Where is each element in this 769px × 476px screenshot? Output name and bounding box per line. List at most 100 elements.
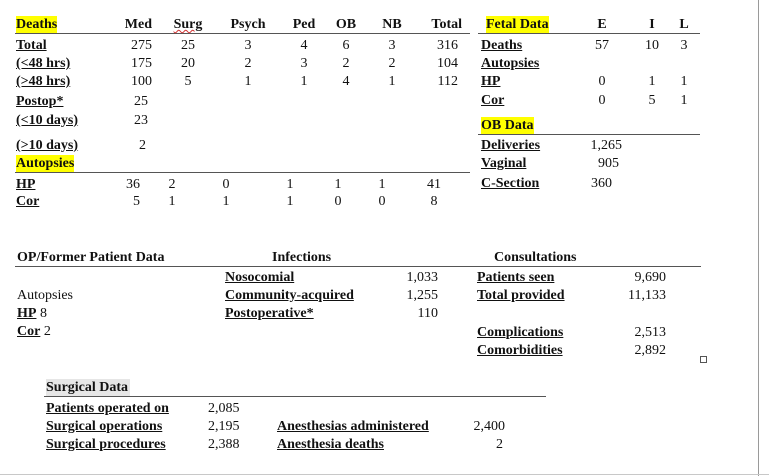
- col-header-ob: OB: [335, 17, 357, 32]
- cell: 2: [139, 138, 146, 153]
- cell: 57: [595, 38, 609, 53]
- op-cor-line: Cor 2: [17, 323, 51, 340]
- fetal-row-deaths: Deaths: [481, 38, 523, 53]
- cell: 2: [342, 56, 350, 71]
- cell: 0: [378, 194, 386, 209]
- cell: 0: [222, 177, 230, 192]
- op-cor-value: 2: [43, 324, 51, 339]
- table-resize-handle[interactable]: [700, 356, 707, 363]
- op-autopsies-label: Autopsies: [17, 288, 73, 303]
- cell: 3: [244, 38, 252, 53]
- cell: 1,033: [406, 270, 439, 285]
- cell: 1,265: [590, 138, 623, 153]
- row-label-gt10: (>10 days): [16, 138, 79, 153]
- autopsies-rule: [15, 172, 470, 173]
- op-former-title: OP/Former Patient Data: [17, 250, 165, 265]
- page-edge-right: [758, 0, 759, 476]
- cell: 25: [181, 38, 195, 53]
- fetal-col-e: E: [597, 17, 607, 32]
- cell: 41: [427, 177, 441, 192]
- cell: 1: [648, 74, 656, 89]
- cell: 3: [300, 56, 308, 71]
- cell: 0: [334, 194, 342, 209]
- autopsies-label: Autopsies: [16, 155, 75, 172]
- col-header-surg: Surg: [173, 17, 203, 32]
- fetal-data-title: Fetal Data: [486, 16, 549, 33]
- cell: 2: [388, 56, 396, 71]
- row-label-lt10: (<10 days): [16, 113, 79, 128]
- ob-row-vaginal: Vaginal: [481, 156, 527, 171]
- col-header-ped: Ped: [292, 17, 316, 32]
- anesthesia-row-deaths: Anesthesia deaths: [277, 437, 384, 452]
- row-label-total: Total: [16, 38, 47, 53]
- consultations-title: Consultations: [494, 250, 577, 265]
- cell: 1: [286, 177, 294, 192]
- row-label-gt48: (>48 hrs): [16, 74, 71, 89]
- row-label-postop: Postop*: [16, 94, 64, 109]
- lower-header-rule: [15, 266, 701, 267]
- cell: 2,892: [634, 343, 667, 358]
- col-header-psych: Psych: [230, 17, 266, 32]
- cell: 1: [222, 194, 230, 209]
- cell: 10: [645, 38, 659, 53]
- cell: 5: [648, 93, 656, 108]
- cell: 5: [133, 194, 140, 209]
- cell: 316: [437, 38, 458, 53]
- cell: 1: [388, 74, 396, 89]
- cell: 360: [591, 176, 612, 191]
- cell: 9,690: [634, 270, 667, 285]
- cell: 1: [300, 74, 308, 89]
- ob-data-title: OB Data: [481, 117, 534, 134]
- cell: 110: [417, 306, 438, 321]
- consult-row-complications: Complications: [477, 325, 564, 340]
- row-label-hp: HP: [16, 177, 36, 192]
- cell: 4: [342, 74, 350, 89]
- cell: 2,195: [208, 419, 240, 434]
- cell: 104: [437, 56, 458, 71]
- surgical-row-operations: Surgical operations: [46, 419, 163, 434]
- cell: 1: [680, 93, 688, 108]
- ob-row-csection: C-Section: [481, 176, 540, 191]
- op-hp-value: 8: [39, 306, 47, 321]
- cell: 112: [437, 74, 458, 89]
- fetal-row-hp: HP: [481, 74, 501, 89]
- fetal-row-autopsies: Autopsies: [481, 56, 540, 71]
- cell: 100: [131, 74, 152, 89]
- fetal-col-l: L: [679, 17, 689, 32]
- cell: 3: [680, 38, 688, 53]
- cell: 2: [496, 437, 503, 452]
- surgical-row-procedures: Surgical procedures: [46, 437, 166, 452]
- deaths-title: Deaths: [16, 16, 58, 33]
- cell: 905: [598, 156, 619, 171]
- cell: 11,133: [628, 288, 666, 303]
- op-cor-label: Cor: [17, 324, 41, 339]
- cell: 36: [126, 177, 140, 192]
- fetal-col-i: I: [649, 17, 655, 32]
- ob-header-rule: [478, 134, 700, 135]
- cell: 8: [430, 194, 438, 209]
- fetal-row-cor: Cor: [481, 93, 505, 108]
- surgical-row-patients-operated: Patients operated on: [46, 401, 169, 416]
- cell: 1: [168, 194, 176, 209]
- cell: 2,513: [634, 325, 667, 340]
- infections-title: Infections: [272, 250, 332, 265]
- cell: 25: [134, 94, 148, 109]
- surgical-header-rule: [44, 396, 546, 397]
- col-header-total: Total: [431, 17, 462, 32]
- op-hp-label: HP: [17, 306, 37, 321]
- cell: 0: [598, 93, 606, 108]
- cell: 275: [131, 38, 152, 53]
- surgical-data-title: Surgical Data: [46, 379, 131, 396]
- row-label-cor: Cor: [16, 194, 40, 209]
- deaths-header-rule: [15, 33, 470, 34]
- cell: 23: [134, 113, 148, 128]
- cell: 2,388: [208, 437, 240, 452]
- cell: 1: [334, 177, 342, 192]
- cell: 1: [244, 74, 252, 89]
- ob-row-deliveries: Deliveries: [481, 138, 541, 153]
- cell: 2: [168, 177, 176, 192]
- col-header-med: Med: [124, 17, 152, 32]
- cell: 2,400: [473, 419, 506, 434]
- cell: 3: [388, 38, 396, 53]
